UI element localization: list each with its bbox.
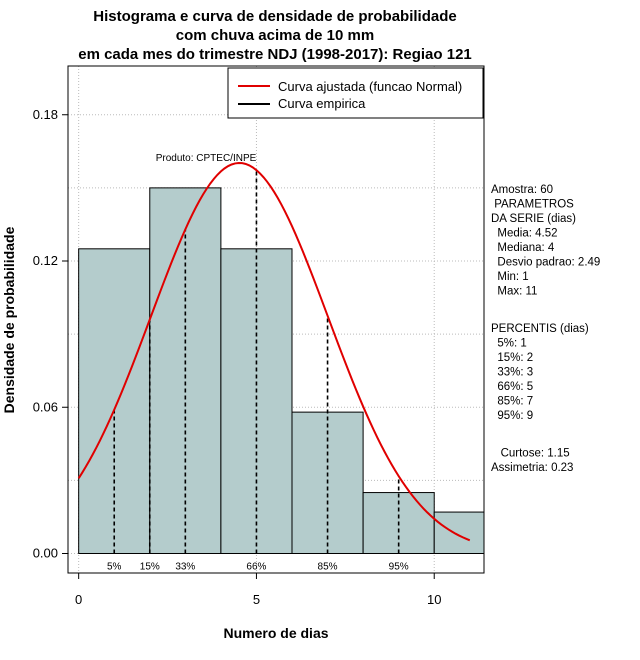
stats-line-7: Max: 11 <box>491 286 537 298</box>
stats-line-13: 66%: 5 <box>491 381 533 393</box>
y-axis: 0.00 0.06 0.12 0.18 <box>33 107 69 561</box>
chart-title-line-3: em cada mes do trimestre NDJ (1998-2017)… <box>78 46 472 63</box>
stats-line-0: Amostra: 60 <box>491 184 553 196</box>
stats-line-9: PERCENTIS (dias) <box>491 323 589 335</box>
y-tick-label-0: 0.00 <box>33 546 58 561</box>
percentile-lines: 5% 15% 33% 66% 85% 95% <box>107 170 409 573</box>
percentile-label-0: 5% <box>107 562 122 573</box>
legend-label-empirical: Curva empirica <box>278 96 366 111</box>
stats-line-4: Mediana: 4 <box>491 242 555 254</box>
stats-line-6: Min: 1 <box>491 271 529 283</box>
x-tick-label-2: 10 <box>427 592 441 607</box>
stats-line-3: Media: 4.52 <box>491 228 557 240</box>
chart-title-line-1: Histograma e curva de densidade de proba… <box>93 8 456 25</box>
y-tick-label-3: 0.18 <box>33 107 58 122</box>
product-annotation: Produto: CPTEC/INPE <box>156 153 257 164</box>
stats-line-10: 5%: 1 <box>491 338 527 350</box>
percentile-label-2: 33% <box>175 562 195 573</box>
histogram-bars <box>78 187 485 554</box>
stats-line-1: PARAMETROS <box>491 199 574 211</box>
stats-line-12: 33%: 3 <box>491 367 533 379</box>
stats-line-14: 85%: 7 <box>491 396 533 408</box>
x-tick-label-0: 0 <box>75 592 82 607</box>
legend: Curva ajustada (funcao Normal) Curva emp… <box>227 67 484 119</box>
y-tick-label-1: 0.06 <box>33 399 58 414</box>
stats-line-15: 95%: 9 <box>491 410 533 422</box>
x-tick-label-1: 5 <box>253 592 260 607</box>
normal-curve-group <box>77 161 471 542</box>
chart-title-line-2: com chuva acima de 10 mm <box>176 27 374 44</box>
stats-line-2: DA SERIE (dias) <box>491 213 576 225</box>
histogram-bar-5 <box>433 511 485 554</box>
stats-line-18: Assimetria: 0.23 <box>491 462 573 474</box>
x-axis: 0 5 10 <box>75 572 441 607</box>
y-tick-label-2: 0.12 <box>33 253 58 268</box>
legend-box <box>227 67 484 119</box>
stats-line-5: Desvio padrao: 2.49 <box>491 257 600 269</box>
percentile-label-1: 15% <box>140 562 160 573</box>
stats-line-11: 15%: 2 <box>491 352 533 364</box>
percentile-label-5: 95% <box>389 562 409 573</box>
chart-title: Histograma e curva de densidade de proba… <box>78 8 472 63</box>
percentile-label-3: 66% <box>246 562 266 573</box>
x-axis-label: Numero de dias <box>223 625 328 641</box>
stats-panel: Amostra: 60 PARAMETROS DA SERIE (dias) Me… <box>491 184 600 474</box>
percentile-label-4: 85% <box>318 562 338 573</box>
stats-line-17: Curtose: 1.15 <box>491 448 570 460</box>
legend-label-normal: Curva ajustada (funcao Normal) <box>278 79 462 94</box>
normal-fit-curve <box>77 161 471 542</box>
y-axis-label: Densidade de probabilidade <box>1 226 17 413</box>
